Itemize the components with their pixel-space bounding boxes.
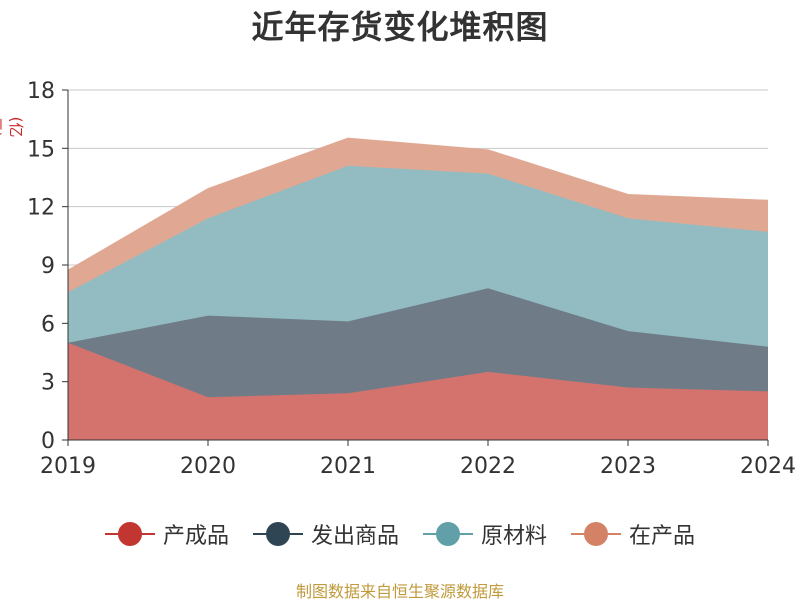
legend-label: 产成品 (162, 524, 229, 549)
area-series-layer (67, 137, 769, 440)
legend-item-1[interactable]: 产成品 (104, 518, 229, 550)
y-tick-label: 18 (27, 79, 55, 104)
legend-marker (423, 521, 473, 547)
legend-dot (265, 522, 290, 546)
y-tick-label: 0 (41, 429, 55, 454)
area-1 (68, 342, 768, 440)
x-tick-label: 2021 (320, 454, 376, 479)
y-tick-label: 15 (27, 137, 55, 162)
y-axis-unit-label: (亿元) (0, 116, 25, 138)
axes (62, 89, 769, 446)
legend: 产成品 发出商品 原材料 在产品 (0, 516, 800, 552)
legend-marker (571, 521, 622, 547)
legend-dot (584, 522, 609, 546)
x-tick-label: 2019 (40, 454, 96, 479)
tick-labels: 0 3 6 9 12 15 18 2019 2020 2021 2022 2023 2024 (27, 79, 796, 479)
legend-label: 原材料 (481, 524, 548, 549)
legend-label: 在产品 (629, 524, 696, 549)
y-tick-label: 9 (41, 254, 55, 279)
legend-dot (436, 522, 460, 546)
y-tick-label: 6 (41, 312, 55, 337)
stacked-area-chart: 0 3 6 9 12 15 18 2019 2020 2021 2022 2023 2024 (27, 79, 796, 479)
x-tick-label: 2022 (460, 454, 516, 479)
x-tick-label: 2020 (180, 454, 236, 479)
y-tick-label: 12 (27, 196, 55, 221)
legend-dot (117, 522, 142, 546)
x-tick-label: 2023 (600, 454, 656, 479)
chart-title: 近年存货变化堆积图 (251, 8, 549, 46)
legend-label: 发出商品 (310, 524, 399, 549)
legend-item-3[interactable]: 原材料 (423, 518, 547, 550)
legend-item-4[interactable]: 在产品 (571, 518, 695, 550)
area-3 (68, 165, 768, 347)
data-source-note: 制图数据来自恒生聚源数据库 (295, 582, 504, 601)
series-line-4 (67, 137, 769, 272)
legend-item-2[interactable]: 发出商品 (252, 518, 399, 550)
legend-marker (252, 521, 303, 547)
x-tick-label: 2024 (740, 454, 796, 479)
y-tick-label: 3 (41, 371, 55, 396)
legend-marker (104, 521, 155, 547)
area-2 (68, 288, 768, 398)
